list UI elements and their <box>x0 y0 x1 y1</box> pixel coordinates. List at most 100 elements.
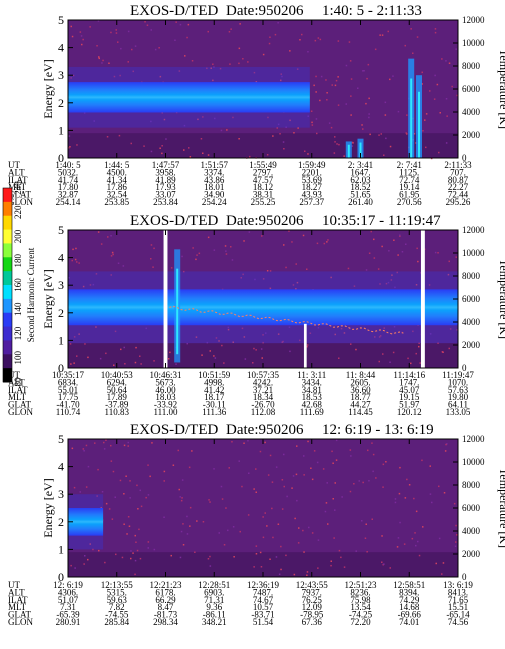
noise-dot <box>127 30 130 33</box>
noise-dot <box>261 235 263 237</box>
noise-dot <box>147 494 150 496</box>
noise-dot <box>277 123 280 126</box>
table-cell: 12:43:55 <box>296 580 329 590</box>
noise-dot <box>394 501 397 504</box>
colorbar-label: Second Harmonic Current <box>26 247 36 342</box>
noise-dot <box>361 520 363 522</box>
noise-dot <box>68 277 70 279</box>
table-cell: 10:51:59 <box>198 370 231 380</box>
noise-dot <box>403 543 406 545</box>
noise-dot <box>260 348 263 350</box>
noise-dot <box>437 252 439 254</box>
noise-dot <box>178 488 180 491</box>
noise-dot <box>253 488 255 490</box>
noise-dot <box>134 573 136 576</box>
table-cell: 298.34 <box>153 617 178 627</box>
noise-dot <box>372 470 374 473</box>
noise-dot <box>394 498 397 500</box>
noise-dot <box>85 444 88 447</box>
y-right-axis-label: Temperature [K] <box>497 468 505 548</box>
noise-dot <box>307 440 309 443</box>
noise-dot <box>436 83 439 86</box>
orbit-table: UTALTILATMLTGLATGLON10:35:176834.55.0117… <box>8 370 474 417</box>
noise-dot <box>135 346 137 349</box>
noise-dot <box>445 443 447 446</box>
noise-dot <box>282 141 285 143</box>
y-right-tick-label: 2000 <box>462 549 481 559</box>
table-cell: 11: 8:44 <box>346 370 376 380</box>
noise-dot <box>123 444 126 447</box>
table-cell: 3374. <box>204 167 224 177</box>
table-cell: 62.03 <box>350 175 371 185</box>
table-cell: 5315. <box>107 587 127 597</box>
noise-dot <box>214 357 217 359</box>
noise-dot <box>416 247 418 250</box>
noise-dot <box>76 261 78 263</box>
noise-dot <box>212 79 214 82</box>
colorbar-segment <box>3 215 12 231</box>
noise-dot <box>75 247 77 250</box>
noise-dot <box>315 91 317 93</box>
noise-dot <box>136 484 138 487</box>
noise-dot <box>348 41 351 43</box>
noise-dot <box>422 526 424 528</box>
table-cell: 285.84 <box>104 617 129 627</box>
noise-dot <box>87 558 89 561</box>
table-cell: 8236. <box>350 587 370 597</box>
noise-dot <box>163 516 165 518</box>
noise-dot <box>72 74 75 77</box>
noise-dot <box>269 454 272 457</box>
noise-dot <box>80 35 83 37</box>
table-cell: 66.29 <box>155 595 176 605</box>
noise-dot <box>368 116 370 119</box>
noise-dot <box>350 95 352 97</box>
noise-dot <box>107 236 109 238</box>
noise-dot <box>314 39 317 42</box>
noise-dot <box>108 62 110 64</box>
table-cell: 112.08 <box>251 407 276 417</box>
noise-dot <box>183 270 185 273</box>
noise-dot <box>456 534 458 536</box>
noise-speckles <box>70 439 458 576</box>
noise-dot <box>180 499 183 502</box>
table-cell: -26.70 <box>251 400 275 410</box>
table-cell: 11: 3:11 <box>297 370 326 380</box>
noise-dot <box>266 525 268 527</box>
noise-dot <box>183 149 185 151</box>
noise-dot <box>285 554 287 557</box>
noise-dot <box>94 442 96 444</box>
table-cell: 17.93 <box>155 182 176 192</box>
noise-dot <box>145 496 147 499</box>
y-tick-label: 1 <box>58 123 64 137</box>
noise-dot <box>131 48 133 51</box>
noise-dot <box>335 459 338 461</box>
noise-dot <box>93 120 95 122</box>
table-cell: 18.03 <box>155 392 176 402</box>
y-right-tick-label: 8000 <box>462 271 481 281</box>
noise-dot <box>396 546 399 548</box>
noise-dot <box>231 441 233 443</box>
y-tick-label: 3 <box>58 278 64 292</box>
noise-dot <box>161 152 163 155</box>
noise-dot <box>101 62 103 64</box>
noise-dot <box>243 336 246 338</box>
noise-dot <box>195 258 197 261</box>
table-cell: -86.11 <box>203 610 226 620</box>
table-cell: 37.21 <box>253 385 273 395</box>
noise-dot <box>283 485 285 488</box>
noise-dot <box>98 57 100 60</box>
table-cell: 10:35:17 <box>52 370 85 380</box>
table-cell: 43.86 <box>204 175 225 185</box>
table-cell: 133.05 <box>446 407 471 417</box>
noise-dot <box>316 242 319 245</box>
energy-spike-core <box>347 144 350 158</box>
noise-dot <box>334 84 337 87</box>
noise-dot <box>331 84 333 86</box>
noise-dot <box>255 349 257 351</box>
noise-dot <box>95 273 98 275</box>
table-cell: 295.26 <box>446 197 471 207</box>
noise-dot <box>146 24 149 26</box>
noise-dot <box>412 330 414 333</box>
noise-dot <box>325 79 327 81</box>
noise-dot <box>444 450 447 452</box>
